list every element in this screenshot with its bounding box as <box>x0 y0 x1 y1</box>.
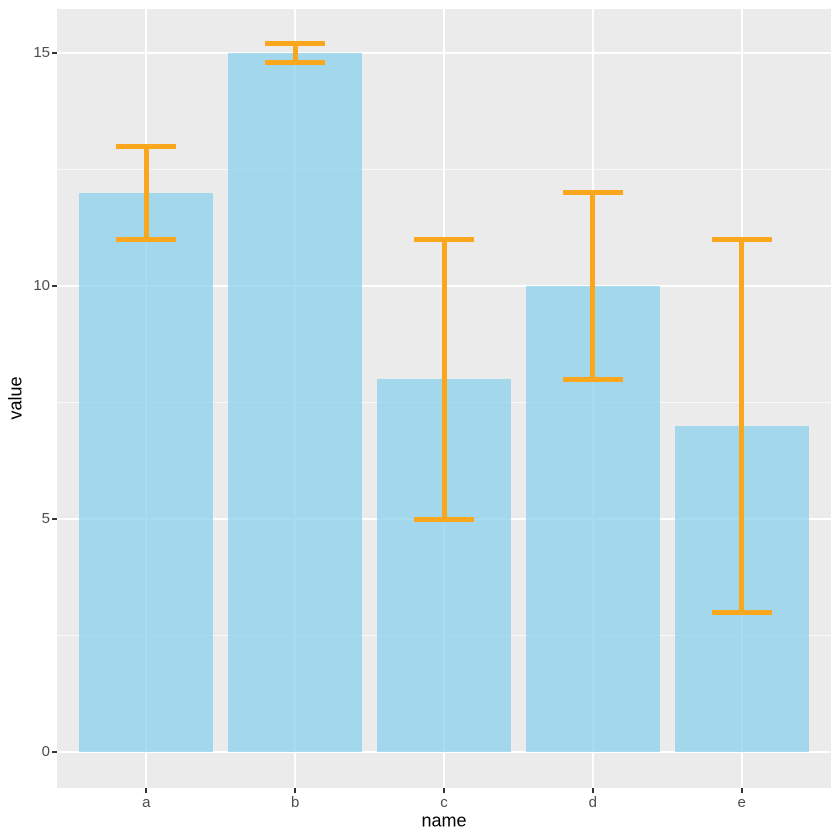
x-tick-mark <box>294 788 297 793</box>
x-tick-mark <box>443 788 445 793</box>
y-tick-mark <box>52 52 57 54</box>
error-bar-cap-top <box>116 143 177 149</box>
y-tick-label: 0 <box>41 743 50 760</box>
error-bar-cap-bottom <box>265 59 326 65</box>
x-tick-label: e <box>737 794 746 811</box>
x-tick-mark <box>145 788 148 793</box>
error-bar-cap-bottom <box>562 376 623 382</box>
bar <box>79 192 214 752</box>
plot-panel <box>57 9 831 788</box>
error-bar-cap-bottom <box>711 609 772 615</box>
y-tick-label: 15 <box>33 44 50 61</box>
error-bar-cap-top <box>414 236 474 242</box>
error-bar-stem <box>292 41 298 65</box>
error-bar-cap-top <box>562 190 623 196</box>
y-tick-label: 5 <box>41 510 50 527</box>
error-bar-cap-bottom <box>116 236 177 242</box>
x-tick-mark <box>591 788 594 793</box>
y-tick-mark <box>52 751 57 753</box>
error-bar-cap-top <box>265 41 326 47</box>
error-bar-cap-top <box>711 236 772 242</box>
x-tick-label: d <box>588 794 598 811</box>
x-tick-mark <box>740 788 743 793</box>
x-tick-label: c <box>440 794 448 811</box>
y-tick-mark <box>52 285 57 287</box>
error-bar-stem <box>739 236 745 615</box>
x-tick-label: a <box>142 794 151 811</box>
bar <box>228 53 363 752</box>
error-bar-stem <box>143 143 149 242</box>
error-bar-stem <box>441 236 447 522</box>
y-tick-mark <box>52 518 57 520</box>
error-bar-cap-bottom <box>414 516 474 522</box>
y-tick-label: 10 <box>33 277 50 294</box>
x-axis-title: name <box>421 810 467 831</box>
y-axis-title: value <box>5 376 26 420</box>
error-bar-stem <box>590 190 596 382</box>
x-tick-label: b <box>290 794 300 811</box>
